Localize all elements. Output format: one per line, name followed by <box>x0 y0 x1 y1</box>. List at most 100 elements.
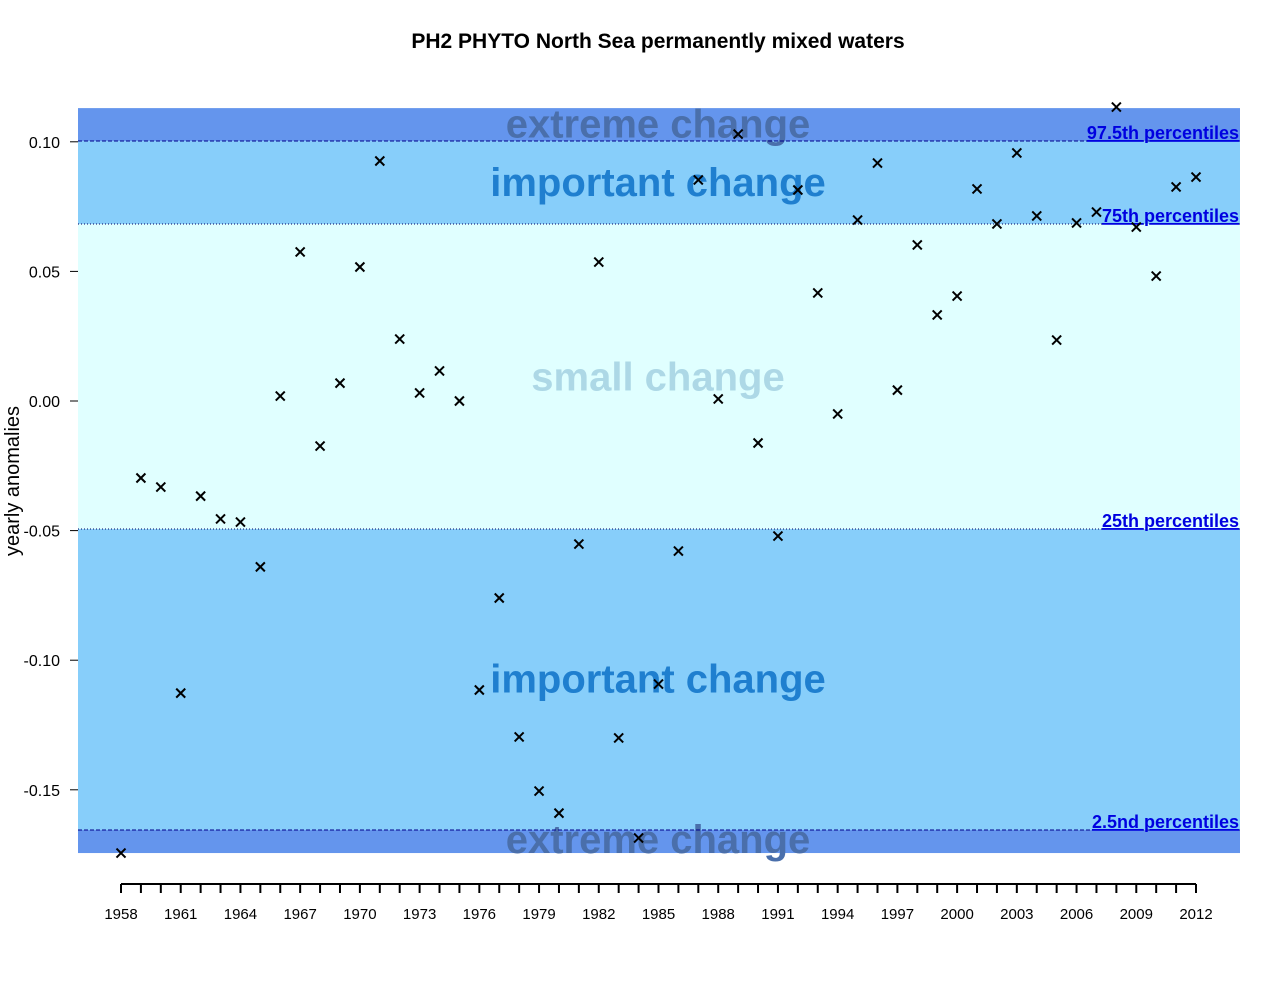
data-point <box>115 847 127 859</box>
data-point <box>494 592 505 604</box>
data-point <box>1131 221 1142 233</box>
point-marker <box>732 128 744 140</box>
point-marker <box>633 832 644 844</box>
zone-band <box>78 141 1240 224</box>
data-point <box>1051 334 1062 346</box>
zone-band <box>78 829 1240 854</box>
zone-label: extreme change <box>506 818 811 862</box>
threshold-label: 2.5nd percentiles <box>1092 812 1239 832</box>
point-marker <box>792 184 804 196</box>
x-tick-label: 1958 <box>104 906 137 923</box>
y-axis-label: yearly anomalies <box>2 406 24 556</box>
point-marker <box>533 785 545 797</box>
data-point <box>713 393 724 405</box>
zone-label: important change <box>490 161 826 205</box>
y-tick-label: -0.10 <box>24 653 61 670</box>
point-marker <box>653 678 664 690</box>
zone-label: important change <box>490 657 826 701</box>
x-tick-label: 1964 <box>224 906 257 923</box>
data-point <box>354 261 366 273</box>
y-tick-label: 0.10 <box>29 135 60 152</box>
data-point <box>474 684 485 696</box>
point-marker <box>1190 171 1202 183</box>
zone-label: small change <box>531 355 784 399</box>
data-point <box>334 377 346 389</box>
data-point <box>1091 206 1102 218</box>
point-marker <box>991 218 1003 230</box>
x-tick-label: 1982 <box>582 906 615 923</box>
threshold-label: 25th percentiles <box>1102 511 1239 531</box>
point-marker <box>255 561 266 573</box>
point-marker <box>912 239 923 251</box>
point-marker <box>573 538 585 550</box>
x-tick-label: 2003 <box>1000 906 1033 923</box>
data-point <box>832 408 843 420</box>
point-marker <box>294 246 306 258</box>
data-point <box>215 513 226 525</box>
zone-label: extreme change <box>506 103 811 147</box>
point-marker <box>115 847 127 859</box>
point-marker <box>1051 334 1062 346</box>
data-point <box>593 256 604 268</box>
point-marker <box>693 174 704 186</box>
data-point <box>1031 210 1042 222</box>
x-tick-label: 1961 <box>164 906 197 923</box>
point-marker <box>175 687 186 699</box>
data-point <box>852 214 863 226</box>
y-tick-label: 0.05 <box>29 264 60 281</box>
data-point <box>772 530 784 542</box>
point-marker <box>235 516 246 528</box>
data-point <box>275 390 286 402</box>
data-point <box>872 157 883 169</box>
point-marker <box>155 481 167 493</box>
point-marker <box>852 214 863 226</box>
point-marker <box>1111 101 1122 113</box>
data-point <box>235 516 246 528</box>
point-marker <box>215 513 226 525</box>
point-marker <box>1150 270 1162 282</box>
data-point <box>752 437 764 449</box>
point-marker <box>772 530 784 542</box>
data-point <box>812 287 823 299</box>
point-marker <box>931 309 943 321</box>
x-tick-label: 2000 <box>940 906 973 923</box>
data-point <box>912 239 923 251</box>
y-tick-label: -0.15 <box>24 783 61 800</box>
point-marker <box>832 408 843 420</box>
data-point <box>155 481 167 493</box>
point-marker <box>354 261 366 273</box>
point-marker <box>613 732 624 744</box>
point-marker <box>1091 206 1102 218</box>
x-tick-label: 1991 <box>761 906 794 923</box>
point-marker <box>673 545 684 557</box>
x-tick-label: 1979 <box>522 906 555 923</box>
data-point <box>931 309 943 321</box>
point-marker <box>374 155 386 167</box>
data-point <box>135 472 147 484</box>
point-marker <box>971 183 983 195</box>
data-point <box>1190 171 1202 183</box>
point-marker <box>195 490 206 502</box>
x-tick-label: 1988 <box>702 906 735 923</box>
data-point <box>1150 270 1162 282</box>
data-point <box>394 333 405 345</box>
data-point <box>434 365 445 377</box>
data-point <box>991 218 1003 230</box>
data-point <box>1170 181 1182 193</box>
data-point <box>792 184 804 196</box>
point-marker <box>892 384 903 396</box>
data-point <box>732 128 744 140</box>
point-marker <box>713 393 724 405</box>
data-point <box>951 290 963 302</box>
point-marker <box>474 684 485 696</box>
point-marker <box>434 365 445 377</box>
threshold-label: 75th percentiles <box>1102 206 1239 226</box>
x-tick-label: 1985 <box>642 906 675 923</box>
chart-title: PH2 PHYTO North Sea permanently mixed wa… <box>411 30 904 53</box>
data-point <box>693 174 704 186</box>
data-point <box>414 387 425 399</box>
data-point <box>1111 101 1122 113</box>
point-marker <box>1031 210 1042 222</box>
